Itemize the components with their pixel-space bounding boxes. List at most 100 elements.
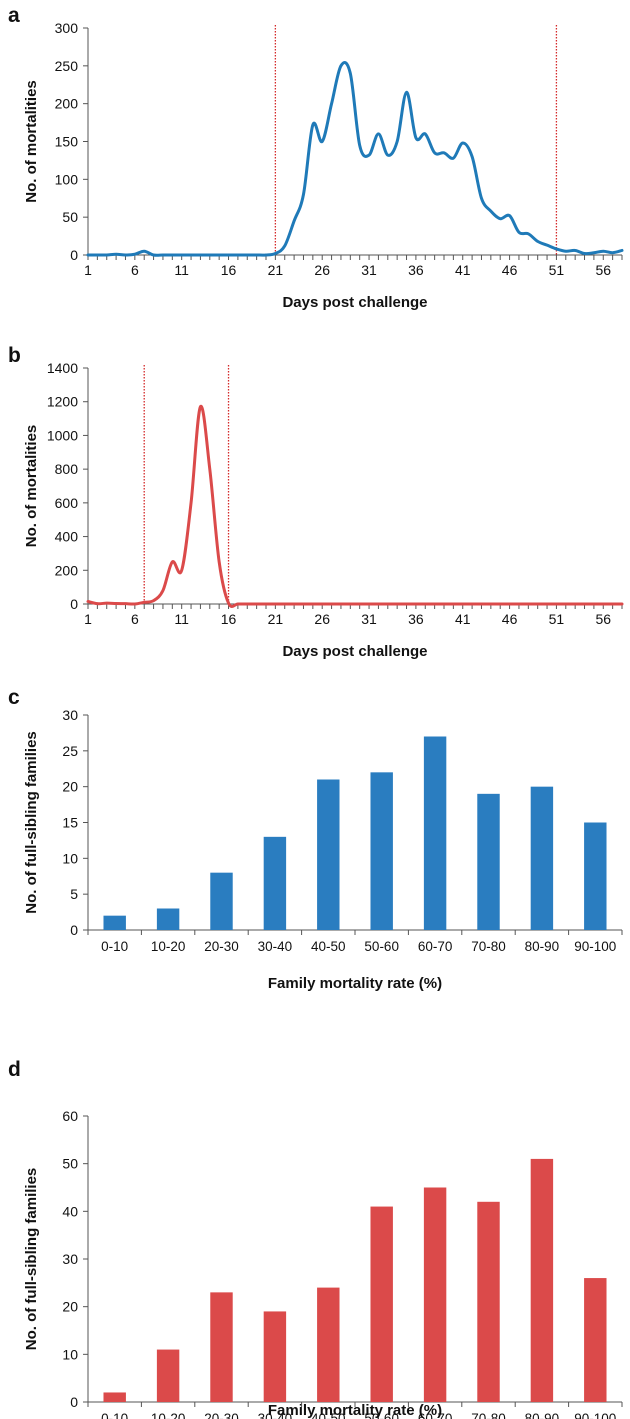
x-category-label: 10-20 bbox=[151, 939, 186, 954]
x-tick-label: 36 bbox=[408, 262, 424, 278]
x-tick-label: 16 bbox=[221, 262, 237, 278]
bar bbox=[584, 822, 607, 930]
x-category-label: 90-100 bbox=[574, 939, 616, 954]
x-category-label: 60-70 bbox=[418, 1411, 453, 1419]
panel-letter: c bbox=[8, 686, 20, 709]
y-tick-label: 250 bbox=[55, 58, 79, 74]
x-tick-label: 56 bbox=[595, 262, 611, 278]
x-axis-title: Days post challenge bbox=[282, 294, 427, 311]
x-tick-label: 41 bbox=[455, 611, 471, 627]
bar bbox=[210, 1292, 233, 1402]
y-tick-label: 100 bbox=[55, 171, 79, 187]
bar bbox=[317, 779, 340, 930]
x-tick-label: 46 bbox=[502, 611, 518, 627]
y-tick-label: 150 bbox=[55, 134, 79, 150]
bar-chart-c: c 0 5 10 15 20 25 30 No. of full-sibling familie… bbox=[8, 686, 623, 992]
bar bbox=[263, 836, 287, 930]
panel-letter: b bbox=[8, 344, 21, 367]
x-axis-title: Days post challenge bbox=[282, 643, 427, 660]
y-tick-label: 200 bbox=[55, 562, 79, 578]
y-axis-title: No. of full-sibling families bbox=[23, 731, 40, 914]
x-category-label: 20-30 bbox=[204, 1411, 239, 1419]
y-tick-label: 20 bbox=[62, 779, 78, 795]
bar bbox=[530, 1158, 554, 1402]
x-category-label: 0-10 bbox=[101, 939, 128, 954]
x-tick-label: 1 bbox=[84, 611, 92, 627]
x-tick-label: 26 bbox=[314, 611, 330, 627]
bar bbox=[263, 1311, 287, 1402]
x-tick-label: 46 bbox=[502, 262, 518, 278]
y-tick-label: 1000 bbox=[47, 427, 78, 443]
x-tick-label: 36 bbox=[408, 611, 424, 627]
y-tick-label: 1400 bbox=[47, 360, 78, 376]
x-category-label: 0-10 bbox=[101, 1411, 128, 1419]
x-category-label: 30-40 bbox=[258, 939, 293, 954]
bar bbox=[156, 908, 180, 930]
bar bbox=[370, 1206, 393, 1402]
bar bbox=[530, 786, 554, 930]
y-tick-label: 300 bbox=[55, 20, 79, 36]
y-tick-label: 600 bbox=[55, 495, 79, 511]
y-tick-label: 50 bbox=[62, 209, 78, 225]
bar bbox=[103, 1392, 126, 1402]
x-tick-label: 11 bbox=[174, 611, 189, 627]
x-tick-label: 26 bbox=[314, 262, 330, 278]
x-tick-label: 6 bbox=[131, 262, 139, 278]
bar bbox=[103, 915, 126, 930]
y-tick-label: 0 bbox=[70, 247, 78, 263]
x-tick-label: 31 bbox=[361, 611, 377, 627]
y-tick-label: 10 bbox=[62, 1346, 78, 1362]
y-tick-label: 0 bbox=[70, 596, 78, 612]
y-axis-title: No. of mortalities bbox=[23, 80, 40, 203]
y-tick-label: 30 bbox=[62, 1251, 78, 1267]
x-category-label: 30-40 bbox=[258, 1411, 293, 1419]
y-tick-label: 800 bbox=[55, 461, 79, 477]
bar bbox=[477, 1201, 500, 1402]
y-tick-label: 10 bbox=[62, 850, 78, 866]
x-axis-title: Family mortality rate (%) bbox=[268, 1402, 442, 1419]
x-category-label: 20-30 bbox=[204, 939, 239, 954]
x-category-label: 80-90 bbox=[525, 939, 560, 954]
x-category-label: 50-60 bbox=[364, 1411, 399, 1419]
y-axis-title: No. of full-sibling families bbox=[23, 1168, 40, 1351]
y-tick-label: 15 bbox=[62, 815, 78, 831]
x-category-label: 70-80 bbox=[471, 939, 506, 954]
y-tick-label: 0 bbox=[70, 922, 78, 938]
x-tick-label: 21 bbox=[268, 262, 284, 278]
y-tick-label: 400 bbox=[55, 529, 79, 545]
y-tick-label: 1200 bbox=[47, 394, 78, 410]
bar bbox=[477, 793, 500, 930]
bar bbox=[156, 1349, 180, 1402]
y-tick-label: 25 bbox=[62, 743, 78, 759]
y-tick-label: 200 bbox=[55, 96, 79, 112]
x-tick-label: 11 bbox=[174, 262, 189, 278]
bar bbox=[210, 872, 233, 930]
y-tick-label: 30 bbox=[62, 707, 78, 723]
panel-d: d 0 10 20 30 40 50 60 No. of full-sibling famili… bbox=[0, 1058, 630, 1419]
y-tick-label: 50 bbox=[62, 1156, 78, 1172]
panel-c: c 0 5 10 15 20 25 30 No. of full-sibling familie… bbox=[0, 686, 630, 1050]
series-line bbox=[86, 61, 624, 257]
x-tick-label: 1 bbox=[84, 262, 92, 278]
x-category-label: 60-70 bbox=[418, 939, 453, 954]
x-tick-label: 6 bbox=[131, 611, 139, 627]
bar-chart-d: d 0 10 20 30 40 50 60 No. of full-sibling famili… bbox=[8, 1058, 623, 1419]
y-tick-label: 60 bbox=[62, 1108, 78, 1124]
x-category-label: 10-20 bbox=[151, 1411, 186, 1419]
panel-letter: d bbox=[8, 1058, 21, 1081]
line-chart-b: b 0 200 400 600 800 1000 1200 1400 No. of mortali… bbox=[8, 344, 624, 660]
x-tick-label: 51 bbox=[549, 262, 565, 278]
bar bbox=[370, 772, 393, 930]
bar bbox=[423, 736, 447, 930]
panel-letter: a bbox=[8, 4, 20, 27]
x-category-label: 40-50 bbox=[311, 1411, 346, 1419]
bar bbox=[584, 1278, 607, 1402]
x-tick-label: 31 bbox=[361, 262, 377, 278]
x-category-label: 70-80 bbox=[471, 1411, 506, 1419]
y-tick-label: 5 bbox=[70, 886, 78, 902]
x-category-label: 90-100 bbox=[574, 1411, 616, 1419]
x-category-label: 50-60 bbox=[364, 939, 399, 954]
y-tick-label: 0 bbox=[70, 1394, 78, 1410]
x-axis-title: Family mortality rate (%) bbox=[268, 975, 442, 992]
x-tick-label: 41 bbox=[455, 262, 471, 278]
